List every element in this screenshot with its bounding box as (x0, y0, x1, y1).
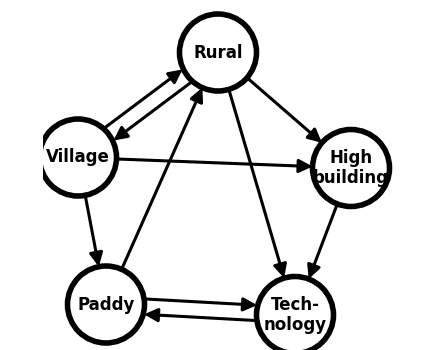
Text: Village: Village (46, 148, 110, 167)
Text: Paddy: Paddy (77, 295, 135, 314)
Text: High
building: High building (313, 149, 389, 187)
Circle shape (40, 119, 116, 196)
Circle shape (313, 130, 389, 206)
Circle shape (68, 266, 144, 343)
Text: Rural: Rural (193, 43, 243, 62)
Text: Tech-
nology: Tech- nology (263, 296, 327, 334)
Circle shape (256, 276, 334, 350)
Circle shape (180, 14, 256, 91)
